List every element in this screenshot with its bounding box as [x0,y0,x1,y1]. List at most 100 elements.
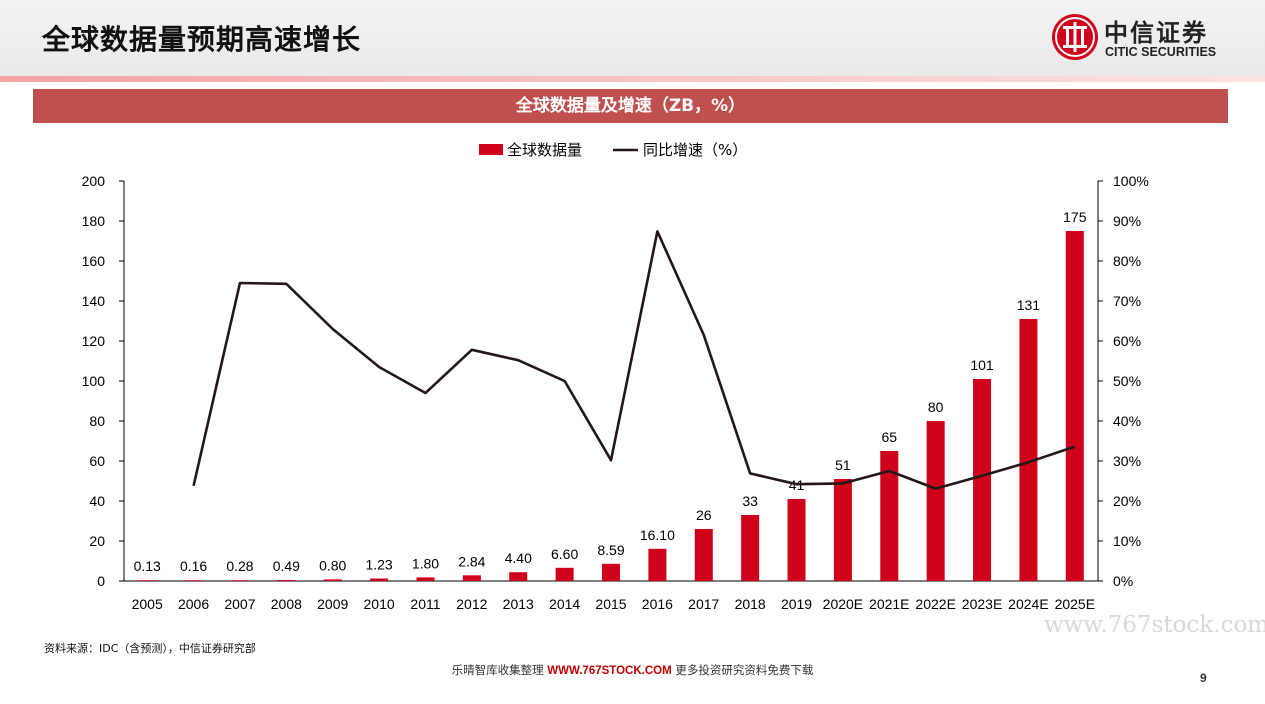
x-tick-label: 2022E [915,596,955,612]
x-tick-label: 2024E [1008,596,1048,612]
bar-data-label: 101 [970,357,994,373]
bar [323,579,342,581]
bar-data-label: 51 [835,457,851,473]
bar [973,379,992,581]
bar-data-label: 0.13 [134,558,161,574]
page-number: 9 [1200,671,1207,685]
bar-data-label: 2.84 [458,553,485,569]
right-tick-label: 60% [1113,333,1141,349]
left-tick-label: 60 [89,453,105,469]
x-tick-label: 2008 [271,596,302,612]
footer: 乐晴智库收集整理 WWW.767STOCK.COM 更多投资研究资料免费下载 [0,662,1265,678]
bar-data-label: 8.59 [597,542,624,558]
right-tick-label: 10% [1113,533,1141,549]
bar-data-label: 16.10 [640,527,675,543]
bar-data-label: 4.40 [505,550,532,566]
bar [833,479,852,581]
bar-data-label: 0.16 [180,558,207,574]
bar [230,580,249,581]
x-tick-label: 2017 [688,596,719,612]
x-tick-label: 2009 [317,596,348,612]
bar [602,563,620,581]
citic-logo: 中信证券 CITIC SECURITIES [1050,12,1250,64]
bar-data-label: 65 [881,429,897,445]
right-tick-label: 20% [1113,493,1141,509]
bar-data-label: 1.23 [365,557,392,573]
x-tick-label: 2019 [781,596,812,612]
left-tick-label: 20 [89,533,105,549]
right-tick-label: 90% [1113,213,1141,229]
bar [509,572,528,581]
bar-data-label: 26 [696,507,712,523]
bar [138,580,157,581]
bar-data-label: 6.60 [551,546,578,562]
logo-chinese-text: 中信证券 [1104,18,1208,47]
bar [1065,231,1084,581]
bar [926,421,945,581]
right-tick-label: 40% [1113,413,1141,429]
legend-bar-label: 全球数据量 [507,141,582,159]
bar [555,567,574,581]
right-tick-label: 80% [1113,253,1141,269]
chart-svg: 0 20 40 60 80 100 120 140 160 180 200 0% 10% 20% 30% 40… [82,141,1149,612]
x-tick-label: 2025E [1055,596,1095,612]
x-tick-label: 2023E [962,596,1002,612]
bar [741,515,760,581]
footer-suffix: 更多投资研究资料免费下载 [671,663,814,677]
x-tick-label: 2011 [410,596,440,612]
left-tick-label: 140 [82,293,106,309]
bar [184,580,203,581]
x-tick-label: 2012 [456,596,487,612]
x-tick-label: 2015 [595,596,626,612]
footer-prefix: 乐晴智库收集整理 [451,663,548,677]
x-tick-label: 2010 [364,596,395,612]
bar-data-label: 0.28 [226,558,253,574]
bar-data-label: 80 [928,399,944,415]
legend-bar-swatch [479,144,503,155]
watermark: www.767stock.com [1044,612,1265,638]
x-tick-label: 2007 [224,596,255,612]
bar-data-label: 0.80 [319,557,346,573]
left-tick-label: 180 [82,213,106,229]
left-tick-label: 100 [82,373,106,389]
legend-line-label: 同比增速（%） [643,141,747,159]
x-tick-label: 2006 [178,596,209,612]
footer-site-link[interactable]: WWW.767STOCK.COM [547,665,672,677]
x-tick-label: 2021E [869,596,909,612]
bar [277,580,296,581]
right-tick-label: 100% [1113,173,1149,189]
logo-english-text: CITIC SECURITIES [1105,45,1217,59]
citic-logo-icon [1052,14,1098,60]
left-tick-label: 200 [82,173,106,189]
bar [694,529,713,581]
left-tick-label: 80 [89,413,105,429]
left-tick-label: 160 [82,253,106,269]
x-tick-label: 2013 [503,596,534,612]
x-tick-label: 2016 [642,596,673,612]
header-divider [0,76,1265,82]
growth-line [192,230,1076,490]
bar [416,577,435,581]
bar-data-label: 33 [742,493,758,509]
chart-banner: 全球数据量及增速（ZB，%） [33,89,1228,123]
bar [787,499,806,581]
left-tick-label: 120 [82,333,106,349]
x-tick-label: 2005 [132,596,163,612]
right-tick-label: 30% [1113,453,1141,469]
bar [1019,319,1038,581]
right-tick-label: 0% [1113,573,1133,589]
x-tick-label: 2020E [823,596,863,612]
right-tick-label: 70% [1113,293,1141,309]
left-tick-label: 40 [89,493,105,509]
bar [648,548,667,581]
right-tick-label: 50% [1113,373,1141,389]
bar-data-label: 0.49 [273,558,300,574]
x-tick-label: 2014 [549,596,580,612]
source-note: 资料来源：IDC（含预测），中信证券研究部 [44,642,256,655]
x-tick-label: 2018 [735,596,766,612]
bar [880,451,899,581]
page-title: 全球数据量预期高速增长 [42,23,362,56]
bar-data-label: 175 [1063,209,1087,225]
bar [462,575,481,581]
bar-data-label: 1.80 [412,555,439,571]
